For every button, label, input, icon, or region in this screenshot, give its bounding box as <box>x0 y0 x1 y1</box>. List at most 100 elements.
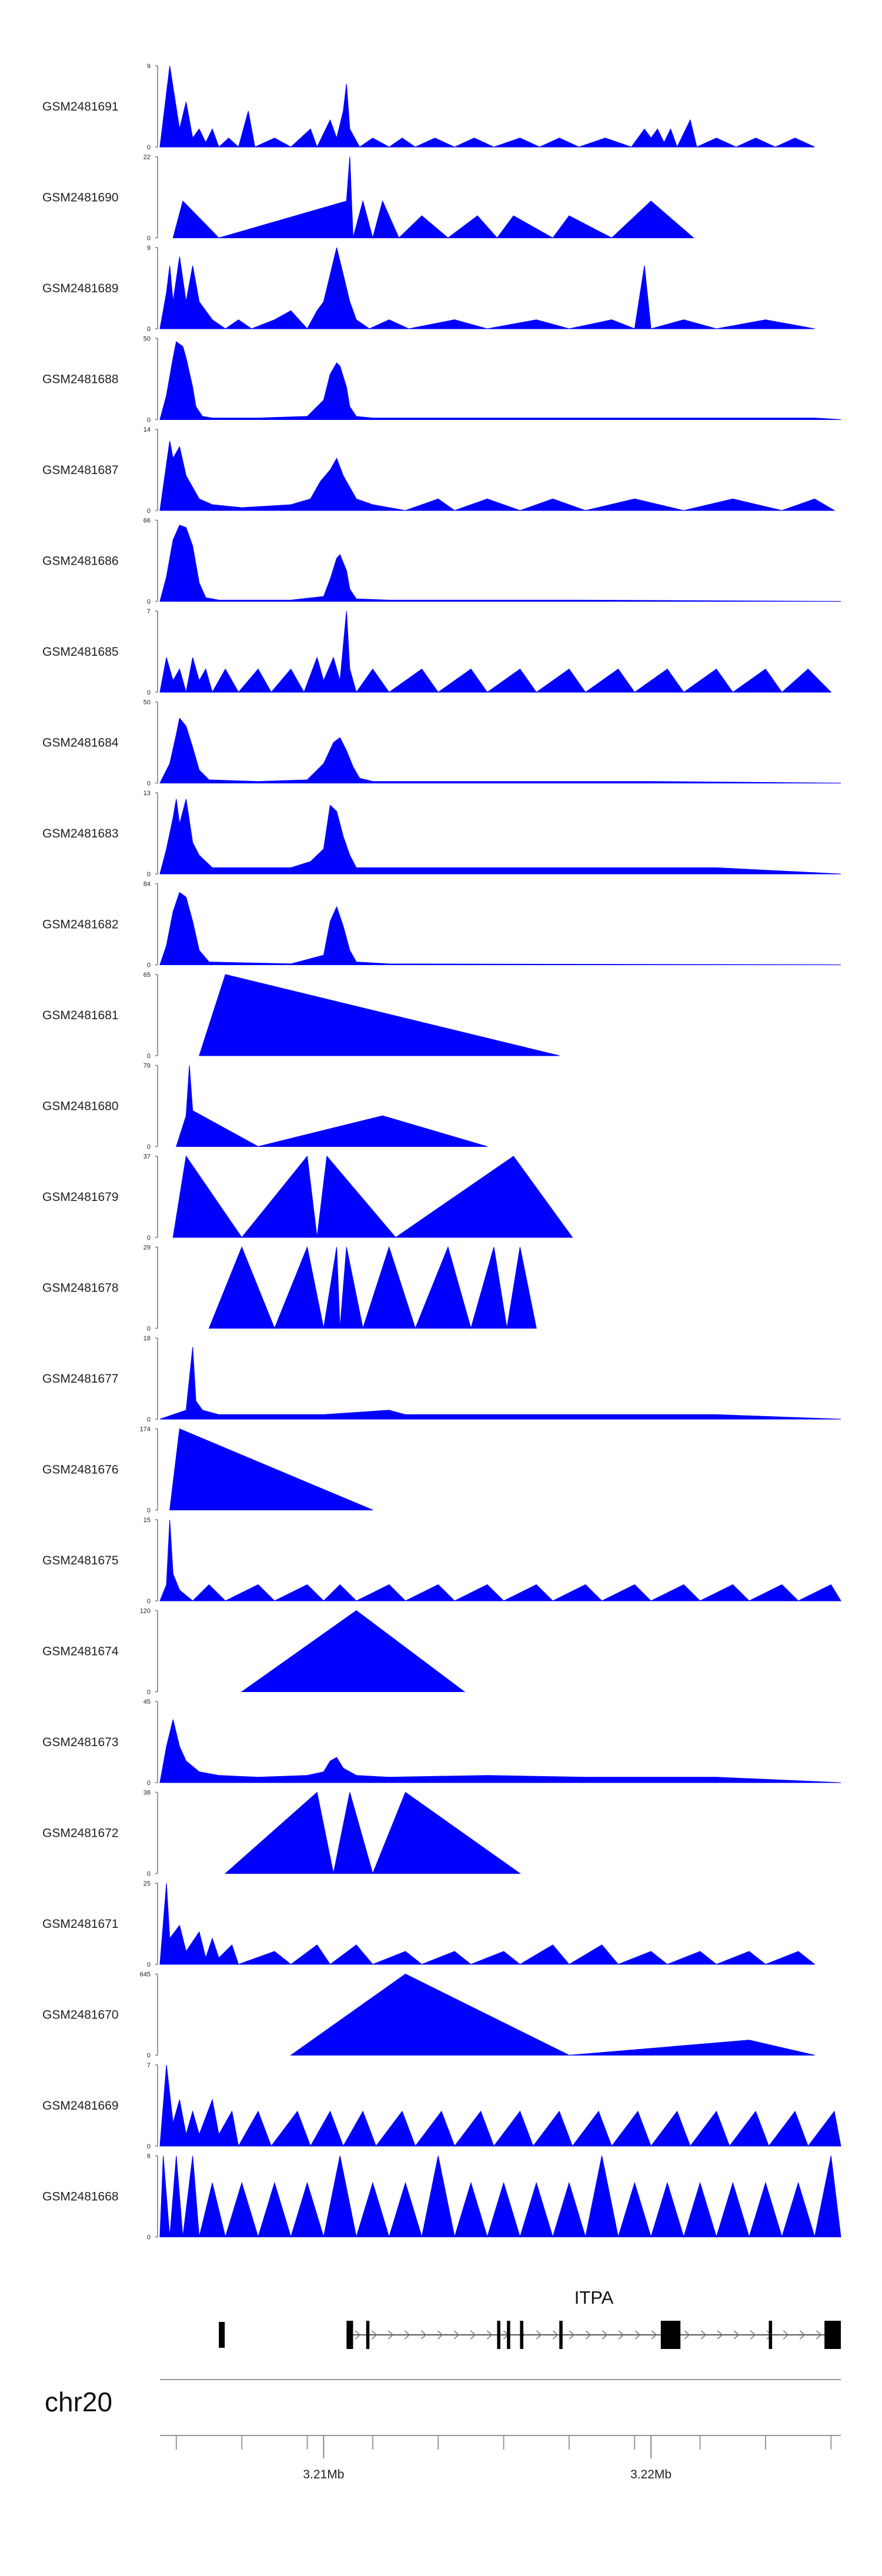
track-label: GSM2481676 <box>42 1463 119 1477</box>
strand-arrow <box>618 2330 624 2340</box>
y-axis-zero-label: 0 <box>147 235 151 242</box>
strand-arrow <box>486 2330 493 2340</box>
y-axis-zero-label: 0 <box>147 508 151 515</box>
gene-track: ITPA <box>219 2287 841 2349</box>
y-axis-max-label: 79 <box>143 1063 151 1070</box>
coverage-area <box>159 441 836 511</box>
axis-tick-label: 3.22Mb <box>630 2468 671 2481</box>
coverage-area <box>159 525 841 602</box>
gene-body <box>219 2321 841 2349</box>
strand-arrow <box>355 2330 361 2340</box>
strand-arrow <box>470 2330 476 2340</box>
strand-arrow <box>651 2330 657 2340</box>
track-GSM2481686: GSM2481686 66 0 <box>42 518 841 606</box>
strand-arrow <box>733 2330 740 2340</box>
track-label: GSM2481680 <box>42 1100 119 1113</box>
coverage-area <box>169 1428 373 1510</box>
y-axis-zero-label: 0 <box>147 780 151 788</box>
y-axis-max-label: 6 <box>147 2153 151 2160</box>
coverage-tracks: GSM248169190GSM2481690220GSM248168990GSM… <box>42 63 841 2241</box>
exon <box>507 2321 510 2349</box>
exon <box>660 2321 681 2349</box>
strand-arrow <box>799 2330 806 2340</box>
y-axis-max-label: 7 <box>147 608 151 615</box>
y-axis-max-label: 645 <box>140 1971 151 1978</box>
strand-arrow <box>437 2330 443 2340</box>
strand-arrow <box>387 2330 394 2340</box>
track-GSM2481673: GSM2481673 45 0 <box>42 1699 841 1787</box>
y-axis-max-label: 9 <box>147 63 151 70</box>
track-label: GSM2481689 <box>42 282 119 295</box>
track-label: GSM2481679 <box>42 1190 119 1204</box>
strand-arrow <box>684 2330 690 2340</box>
y-axis-zero-label: 0 <box>147 144 151 151</box>
y-axis-zero-label: 0 <box>147 1234 151 1242</box>
y-axis-max-label: 18 <box>143 1335 151 1342</box>
y-axis-zero-label: 0 <box>147 1961 151 1968</box>
track-GSM2481671: GSM2481671 25 0 <box>42 1880 816 1968</box>
coverage-area <box>159 2064 841 2147</box>
track-label: GSM2481669 <box>42 2099 119 2113</box>
coverage-area <box>208 1246 537 1330</box>
y-axis-zero-label: 0 <box>147 1144 151 1151</box>
coverage-area <box>159 1883 816 1965</box>
y-axis-zero-label: 0 <box>147 689 151 696</box>
coverage-area <box>172 156 694 239</box>
strand-arrow <box>816 2330 822 2340</box>
strand-arrow <box>700 2330 707 2340</box>
coverage-area <box>159 1347 841 1420</box>
y-axis-max-label: 25 <box>143 1880 151 1887</box>
y-axis-max-label: 45 <box>143 1699 151 1706</box>
y-axis-max-label: 22 <box>143 154 151 161</box>
y-axis-max-label: 50 <box>143 336 151 343</box>
y-axis-zero-label: 0 <box>147 326 151 333</box>
strand-arrow <box>536 2330 542 2340</box>
coverage-area <box>159 892 841 965</box>
track-GSM2481669: GSM2481669 7 0 <box>42 2062 841 2150</box>
exon <box>366 2321 370 2349</box>
y-axis-max-label: 13 <box>143 790 151 797</box>
strand-arrow <box>634 2330 641 2340</box>
track-GSM2481683: GSM2481683 13 0 <box>42 790 841 878</box>
coverage-area <box>172 1155 573 1238</box>
track-label: GSM2481677 <box>42 1372 119 1386</box>
strand-arrow <box>750 2330 756 2340</box>
y-axis-max-label: 66 <box>143 518 151 525</box>
y-axis-max-label: 65 <box>143 972 151 979</box>
strand-arrow <box>453 2330 460 2340</box>
coverage-area <box>159 65 815 148</box>
track-GSM2481679: GSM2481679 37 0 <box>42 1153 573 1242</box>
track-GSM2481690: GSM2481690 22 0 <box>42 154 694 242</box>
track-GSM2481678: GSM2481678 29 0 <box>42 1244 537 1333</box>
coverage-area <box>159 1519 841 1601</box>
y-axis-max-label: 84 <box>143 881 151 888</box>
track-GSM2481674: GSM2481674 120 0 <box>42 1608 466 1696</box>
y-axis-zero-label: 0 <box>147 1326 151 1333</box>
y-axis-zero-label: 0 <box>147 1871 151 1878</box>
strand-arrow <box>552 2330 559 2340</box>
utr-block <box>219 2322 225 2348</box>
coverage-area <box>159 799 841 875</box>
track-label: GSM2481668 <box>42 2190 119 2204</box>
track-label: GSM2481686 <box>42 555 119 568</box>
y-axis-zero-label: 0 <box>147 1689 151 1696</box>
chromosome-label: chr20 <box>45 2387 112 2417</box>
y-axis-zero-label: 0 <box>147 1780 151 1787</box>
coverage-area <box>159 247 815 329</box>
y-axis-zero-label: 0 <box>147 1053 151 1060</box>
exon <box>497 2321 500 2349</box>
coverage-area <box>176 1065 487 1147</box>
track-GSM2481681: GSM2481681 65 0 <box>42 972 560 1060</box>
coverage-area <box>159 1719 841 1783</box>
track-label: GSM2481682 <box>42 918 119 932</box>
track-GSM2481680: GSM2481680 79 0 <box>42 1063 487 1151</box>
track-label: GSM2481672 <box>42 1827 119 1840</box>
exon <box>824 2321 841 2349</box>
y-axis-max-label: 120 <box>140 1608 151 1615</box>
exon <box>769 2321 773 2349</box>
track-label: GSM2481674 <box>42 1645 119 1659</box>
coverage-area <box>159 717 841 783</box>
track-GSM2481684: GSM2481684 50 0 <box>42 699 841 788</box>
y-axis-max-label: 15 <box>143 1517 151 1524</box>
y-axis-max-label: 174 <box>140 1426 151 1433</box>
